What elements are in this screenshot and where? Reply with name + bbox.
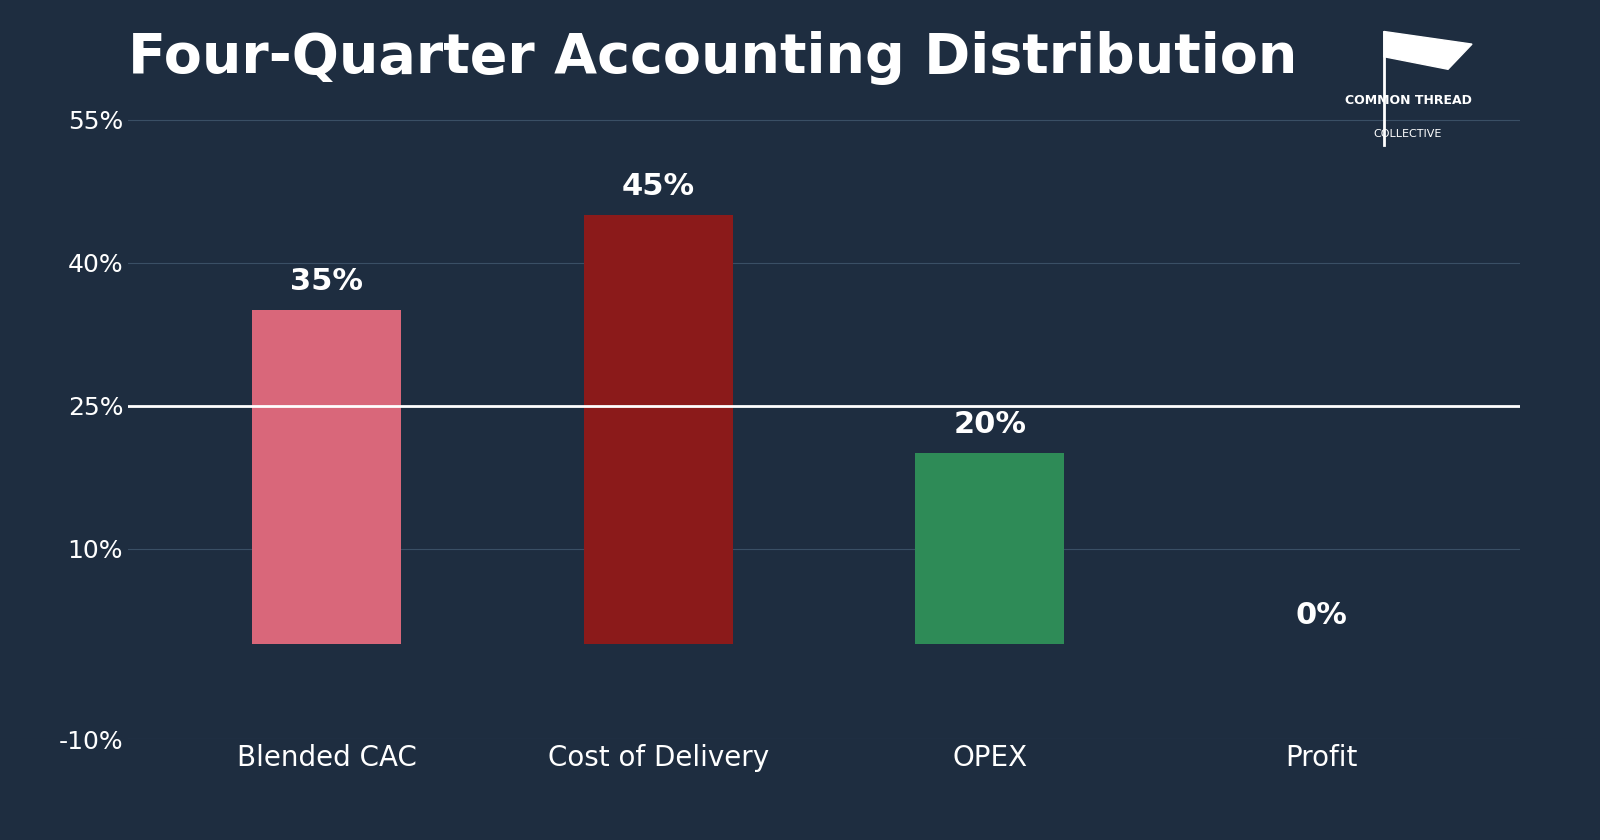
Polygon shape: [1384, 31, 1472, 70]
Text: 0%: 0%: [1296, 601, 1347, 630]
Text: Four-Quarter Accounting Distribution: Four-Quarter Accounting Distribution: [128, 31, 1298, 85]
Text: COMMON THREAD: COMMON THREAD: [1344, 94, 1472, 108]
Bar: [915, 454, 1064, 644]
Text: 45%: 45%: [622, 172, 694, 201]
Bar: [584, 215, 733, 644]
Text: 20%: 20%: [954, 410, 1026, 439]
Bar: [253, 311, 402, 644]
Text: COLLECTIVE: COLLECTIVE: [1374, 129, 1442, 139]
Text: 35%: 35%: [290, 267, 363, 297]
